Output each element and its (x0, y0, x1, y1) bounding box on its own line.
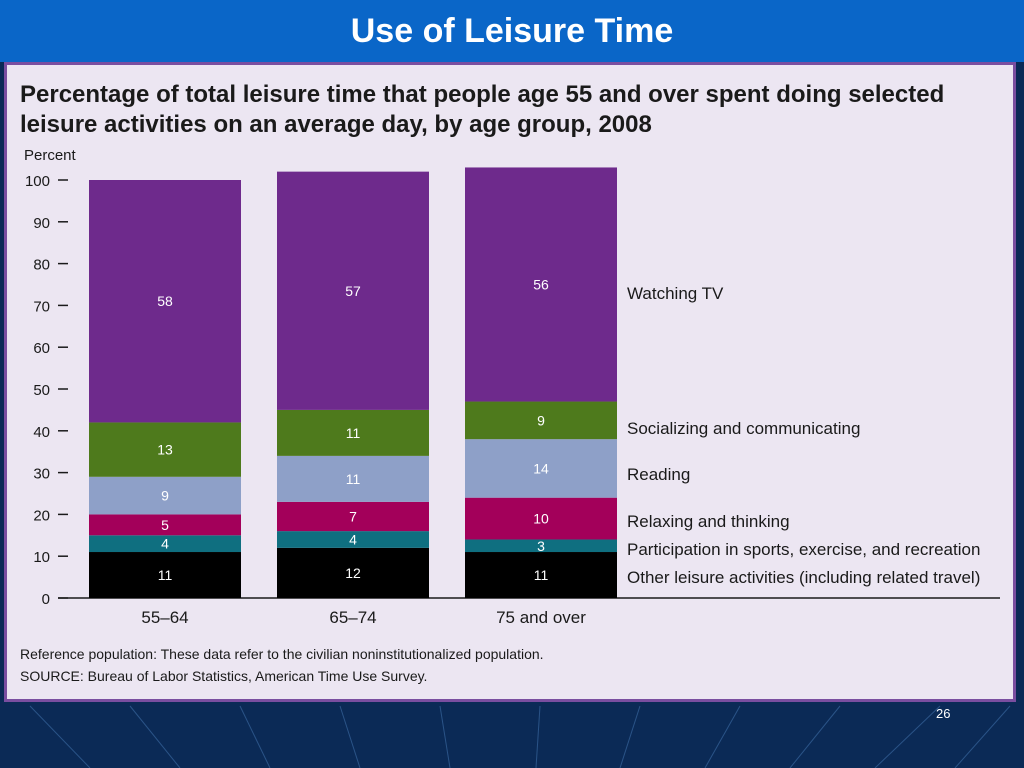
data-label: 14 (533, 460, 549, 476)
bar-segment (465, 439, 617, 498)
bar-segment (465, 497, 617, 540)
bar-segment (277, 409, 429, 456)
bar-segment (89, 514, 241, 536)
y-tick-label: 100 (25, 173, 50, 190)
legend-entry: Participation in sports, exercise, and r… (627, 540, 980, 559)
data-label: 9 (161, 488, 169, 504)
bar-segment (465, 167, 617, 402)
x-tick-label: 65–74 (329, 608, 376, 627)
bar-segment (89, 476, 241, 515)
legend-entry: Reading (627, 465, 690, 484)
y-tick-label: 90 (33, 215, 50, 232)
reference-note: Reference population: These data refer t… (20, 646, 544, 662)
bar-segment (465, 401, 617, 440)
bar-segment (89, 552, 241, 598)
source-note: SOURCE: Bureau of Labor Statistics, Amer… (20, 668, 428, 684)
y-tick-label: 60 (33, 340, 50, 357)
data-label: 11 (346, 425, 361, 441)
y-axis-label: Percent (24, 147, 77, 164)
bar-segment (277, 547, 429, 598)
slide-title: Use of Leisure Time (350, 12, 674, 50)
data-label: 11 (534, 567, 549, 583)
legend-entry: Socializing and communicating (627, 419, 860, 438)
data-label: 10 (533, 511, 549, 527)
y-tick-label: 10 (33, 549, 50, 566)
data-label: 7 (349, 508, 357, 524)
data-label: 58 (157, 293, 173, 309)
legend: Other leisure activities (including rela… (627, 284, 980, 587)
legend-entry: Relaxing and thinking (627, 512, 790, 531)
legend-entry: Other leisure activities (including rela… (627, 568, 980, 587)
bar-segment (89, 180, 241, 423)
bar-segment (277, 501, 429, 532)
data-label: 11 (158, 567, 173, 583)
data-label: 3 (537, 538, 545, 554)
y-tick-label: 50 (33, 382, 50, 399)
y-tick-label: 30 (33, 466, 50, 483)
data-label: 56 (533, 277, 549, 293)
y-tick-label: 70 (33, 298, 50, 315)
data-label: 4 (161, 536, 169, 552)
bars: 11 4 5 9 13 58 12 4 7 11 11 57 11 3 10 14 9 56 (89, 167, 617, 598)
x-tick-label: 55–64 (141, 608, 188, 627)
bar-segment (277, 171, 429, 410)
bar-segment (277, 531, 429, 548)
data-label: 12 (345, 565, 361, 581)
bar-segment (89, 535, 241, 553)
bar-segment (465, 552, 617, 598)
x-axis: 55–64 65–74 75 and over (141, 608, 586, 627)
page-number: 26 (936, 706, 951, 721)
y-tick-label: 80 (33, 257, 50, 274)
y-tick-label: 40 (33, 424, 50, 441)
data-label: 5 (161, 517, 169, 533)
data-label: 4 (349, 531, 357, 547)
bar-segment (89, 422, 241, 477)
legend-entry: Watching TV (627, 284, 724, 303)
title-band (0, 0, 1024, 62)
data-label: 11 (346, 471, 361, 487)
x-tick-label: 75 and over (496, 608, 586, 627)
bar-segment (277, 455, 429, 502)
data-label: 13 (157, 442, 173, 458)
data-label: 9 (537, 412, 545, 428)
data-label: 57 (345, 283, 361, 299)
chart-title: Percentage of total leisure time that pe… (20, 81, 945, 138)
y-tick-label: 20 (33, 507, 50, 524)
y-tick-label: 0 (42, 591, 50, 608)
bar-segment (465, 539, 617, 553)
